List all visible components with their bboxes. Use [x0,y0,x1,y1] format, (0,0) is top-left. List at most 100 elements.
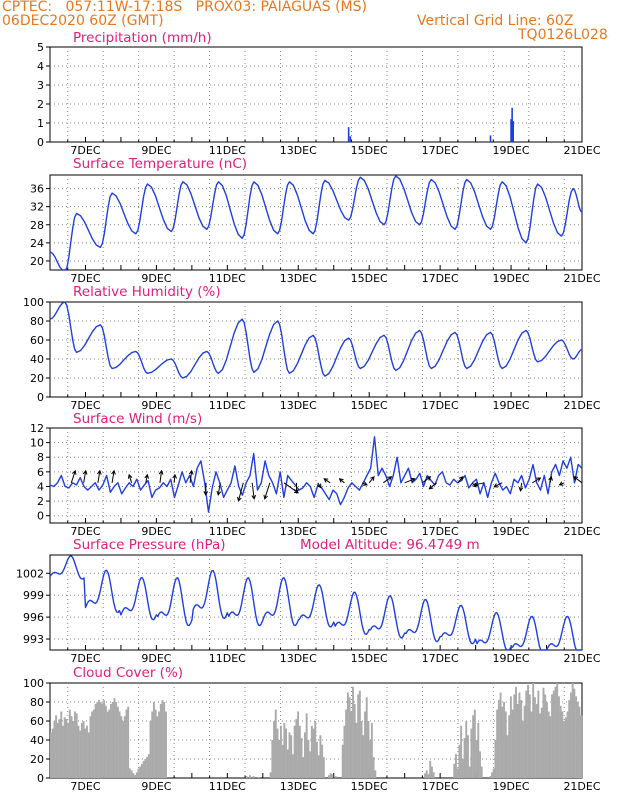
x-date-label: 9DEC [141,144,171,157]
cloud-cover-bar [63,717,66,778]
wind-direction-arrow [404,477,416,484]
cloud-cover-bar [120,716,123,778]
x-date-label: 11DEC [209,144,246,157]
cloud-cover-bar [300,738,303,778]
wind-arrow-shaft [457,476,464,484]
y-tick-label: 0 [37,772,44,785]
y-tick-label: 40 [30,353,44,366]
x-date-label: 7DEC [70,272,100,285]
wind-arrow-shaft [238,482,244,501]
cloud-cover-bar [298,725,301,778]
cloud-cover-bar [537,690,540,778]
x-date-label: 11DEC [209,399,246,412]
x-date-label: 13DEC [280,144,317,157]
wind-arrow-head [558,481,564,486]
cloud-cover-bar [329,773,332,778]
x-date-label: 9DEC [141,272,171,285]
cloud-cover-bar [494,740,497,778]
x-date-label: 21DEC [563,272,600,285]
cloud-cover-bar [273,721,276,778]
x-date-label: 13DEC [280,272,317,285]
cloud-cover-bar [358,690,361,778]
cloud-cover-bar [91,711,94,778]
wind-direction-arrow [263,482,271,500]
cloud-cover-bar [86,725,88,778]
wind-direction-arrow [188,469,194,483]
wind-direction-arrow [457,475,464,484]
cloud-cover-bar [533,697,536,778]
cloud-cover-bar [501,706,504,778]
wind-direction-arrow [294,482,299,494]
x-date-label: 7DEC [70,780,100,793]
cloud-cover-bar [465,721,468,778]
cloud-cover-bar [563,721,566,778]
wind-direction-arrow [203,482,209,496]
x-date-label: 21DEC [563,144,600,157]
cloud-cover-bar [307,740,310,778]
cloud-cover-bar [473,709,476,778]
cloud-cover-bar [147,754,150,778]
cloud-cover-bar [369,740,372,778]
cloud-cover-bar [530,711,533,778]
wind-arrow-head [144,473,150,479]
y-tick-label: 0 [37,510,44,523]
wind-arrow-head [410,477,416,483]
cloud-cover-bar [159,703,162,778]
panel-title: Surface Temperature (nC) [73,156,247,172]
x-date-label: 11DEC [209,525,246,538]
cloud-cover-bar [271,740,274,778]
cloud-cover-bar [122,721,124,778]
cloud-cover-bar [497,700,500,778]
wind-direction-arrow [158,469,164,483]
y-tick-label: 8 [37,451,44,464]
y-tick-label: 3 [37,79,44,92]
cloud-cover-bar [508,715,511,778]
cloud-cover-bar [564,717,567,778]
wind-direction-arrow [144,473,150,483]
cloud-cover-bar [532,683,535,778]
x-date-label: 13DEC [280,399,317,412]
cloud-cover-bar [113,698,116,778]
cloud-cover-bar [429,760,432,778]
y-tick-label: 0 [37,136,44,149]
wind-arrow-head [203,491,209,496]
cloud-cover-bar [573,688,576,778]
cloud-cover-bar [50,732,52,778]
x-date-label: 15DEC [351,780,388,793]
cloud-cover-bar [496,709,499,778]
x-date-label: 7DEC [70,652,100,665]
cloud-cover-bar [123,716,126,778]
cloud-cover-bar [110,703,112,778]
model-altitude-annotation: Model Altitude: 96.4749 m [300,537,480,553]
cloud-cover-bar [291,754,294,778]
cloud-cover-bar [470,728,473,778]
cloud-cover-bar [125,709,128,778]
x-date-label: 11DEC [209,272,246,285]
wind-arrow-shaft [422,476,431,484]
cloud-cover-bar [520,700,523,778]
wind-arrow-shaft [368,476,375,484]
cloud-cover-bar [511,709,514,778]
y-tick-label: 100 [23,296,44,309]
cloud-cover-bar [149,721,152,778]
cloud-cover-bar [515,686,517,778]
cloud-cover-bar [467,735,469,778]
cloud-cover-bar [554,686,557,778]
cloud-cover-bar [372,757,375,778]
wind-arrow-head [172,473,177,479]
cloud-cover-bar [134,775,137,778]
cloud-cover-bar [72,721,75,778]
cloud-cover-bar [163,702,166,778]
cloud-cover-bar [305,713,308,778]
header-line1: CPTEC: 057:11W-17:18S PROX03: PAIAGUAS (… [2,0,367,15]
cloud-cover-bar [156,716,159,778]
wind-arrow-head [216,490,222,496]
cloud-cover-bar [164,711,167,778]
cloud-cover-bar [475,740,478,778]
x-date-label: 19DEC [493,525,530,538]
cloud-cover-bar [249,775,251,778]
cloud-cover-bar [503,702,505,778]
cloud-cover-bar [51,728,54,778]
wind-direction-arrow [127,473,133,483]
cloud-cover-bar [104,705,107,778]
